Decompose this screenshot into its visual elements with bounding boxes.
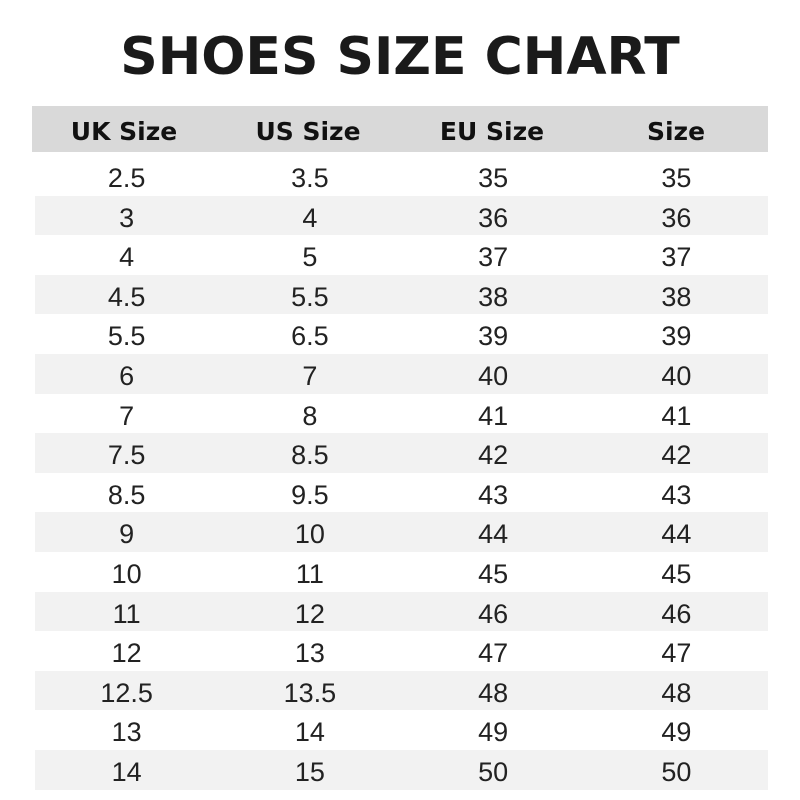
table-row: 13 14 49 49 [35, 710, 768, 750]
cell-us: 5 [302, 242, 318, 273]
table-row: 5.5 6.5 39 39 [35, 314, 768, 354]
cell-uk: 7 [119, 400, 135, 431]
table-row: 7.5 8.5 42 42 [35, 433, 768, 473]
cell-us: 11 [295, 558, 324, 589]
table-row: 7 8 41 41 [35, 394, 768, 434]
cell-uk: 10 [111, 558, 142, 589]
cell-eu: 39 [478, 321, 509, 352]
cell-size: 37 [661, 242, 692, 273]
cell-eu: 38 [478, 281, 509, 312]
cell-us: 5.5 [291, 281, 329, 312]
table-row: 11 12 46 46 [35, 591, 768, 632]
cell-size: 49 [661, 717, 692, 748]
cell-size: 36 [661, 202, 692, 233]
cell-eu: 50 [478, 756, 509, 787]
cell-size: 39 [661, 321, 692, 352]
cell-size: 47 [661, 638, 692, 669]
cell-us: 4 [302, 202, 318, 233]
table-row: 14 15 50 50 [35, 749, 768, 790]
cell-uk: 4.5 [107, 281, 146, 312]
cell-eu: 47 [478, 638, 509, 669]
cell-us: 7 [302, 360, 318, 391]
cell-eu: 42 [478, 440, 509, 471]
cell-eu: 44 [478, 519, 509, 550]
cell-us: 3.5 [291, 163, 329, 193]
cell-uk: 6 [119, 360, 135, 391]
cell-uk: 14 [111, 756, 142, 787]
cell-us: 13.5 [283, 677, 337, 708]
table-row: 10 11 45 45 [35, 552, 768, 592]
cell-eu: 41 [478, 400, 509, 431]
cell-uk: 5.5 [107, 321, 146, 352]
table-body: 2.5 3.5 35 35 3 4 36 36 4 5 37 37 4.5 5.5 38 38 5.5 6.5 39… [35, 156, 768, 790]
cell-us: 13 [294, 638, 325, 669]
table-row: 2.5 3.5 35 35 [35, 156, 768, 196]
cell-size: 40 [661, 360, 692, 391]
cell-us: 15 [294, 756, 325, 787]
table-header: UK Size US Size EU Size Size [32, 106, 768, 152]
cell-size: 44 [661, 519, 692, 550]
table-row: 4.5 5.5 38 38 [35, 274, 768, 315]
cell-size: 35 [661, 163, 692, 193]
cell-eu: 36 [478, 202, 509, 233]
cell-size: 42 [661, 440, 692, 471]
table-row: 3 4 36 36 [35, 195, 768, 236]
column-header-uk: UK Size [70, 117, 178, 146]
cell-eu: 49 [478, 717, 509, 748]
table-row: 4 5 37 37 [35, 235, 768, 275]
cell-us: 14 [294, 717, 325, 748]
cell-us: 8 [302, 400, 318, 431]
cell-uk: 11 [112, 598, 141, 629]
cell-us: 10 [294, 519, 325, 550]
cell-eu: 37 [478, 242, 509, 273]
cell-size: 41 [661, 400, 692, 431]
table-row: 9 10 44 44 [35, 512, 768, 552]
cell-us: 8.5 [291, 440, 329, 471]
cell-uk: 13 [111, 717, 142, 748]
cell-eu: 48 [478, 677, 509, 708]
column-header-eu: EU Size [439, 117, 545, 146]
cell-uk: 8.5 [107, 479, 146, 510]
cell-uk: 4 [119, 242, 135, 273]
table-row: 8.5 9.5 43 43 [35, 473, 768, 513]
cell-uk: 12.5 [100, 677, 153, 708]
cell-size: 48 [661, 677, 692, 708]
table-row: 12.5 13.5 48 48 [35, 670, 768, 711]
column-header-us: US Size [255, 117, 361, 146]
cell-eu: 43 [478, 479, 509, 510]
cell-uk: 9 [119, 519, 135, 550]
cell-eu: 40 [478, 360, 509, 391]
page-title: SHOES SIZE CHART [120, 27, 680, 87]
cell-size: 46 [661, 598, 692, 629]
cell-us: 9.5 [291, 479, 329, 510]
cell-uk: 12 [111, 638, 142, 669]
cell-size: 50 [661, 756, 692, 787]
cell-uk: 7.5 [107, 440, 146, 471]
cell-uk: 3 [119, 202, 135, 233]
column-header-size: Size [646, 117, 706, 146]
cell-eu: 35 [478, 163, 509, 193]
cell-eu: 45 [478, 558, 509, 589]
cell-us: 6.5 [291, 321, 329, 352]
cell-us: 12 [294, 598, 325, 629]
table-row: 12 13 47 47 [35, 631, 768, 671]
cell-uk: 2.5 [107, 163, 146, 193]
cell-eu: 46 [478, 598, 509, 629]
table-row: 6 7 40 40 [35, 353, 768, 394]
cell-size: 45 [661, 558, 692, 589]
cell-size: 38 [661, 281, 692, 312]
cell-size: 43 [661, 479, 692, 510]
